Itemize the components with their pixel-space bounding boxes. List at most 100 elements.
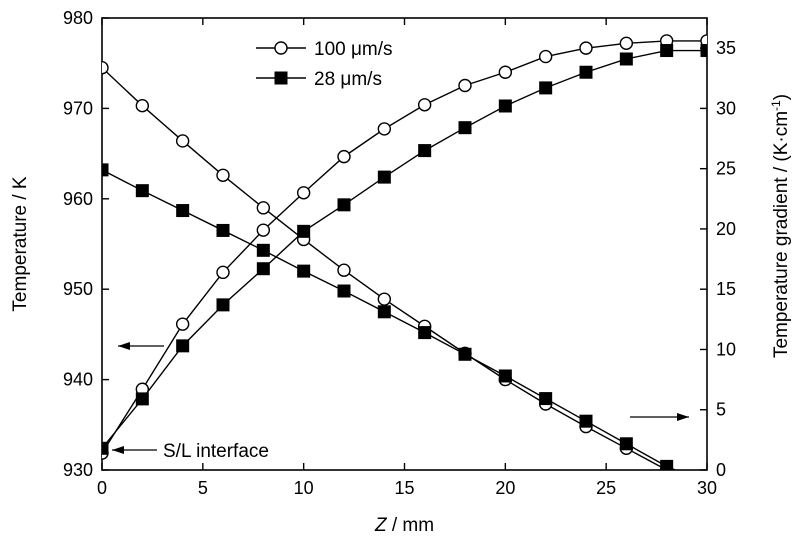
- series-28-temperature-point: [579, 414, 593, 428]
- series-28-temperature-point: [176, 204, 190, 218]
- series-100-gradient-point: [377, 122, 392, 136]
- series-28-gradient-point: [377, 170, 391, 184]
- series-28-gradient-point: [539, 81, 553, 95]
- y-left-tick-label: 940: [63, 370, 93, 390]
- series-100-temperature-point: [337, 263, 351, 277]
- legend-marker: [274, 41, 288, 55]
- y-left-tick-label: 960: [63, 189, 93, 209]
- axes-group: [101, 17, 708, 471]
- arrow-head: [118, 342, 130, 350]
- series-100-gradient-point: [619, 36, 634, 51]
- y-left-tick-label: 950: [63, 279, 93, 299]
- series-28-gradient-point: [216, 298, 230, 312]
- series-100-gradient-line: [102, 40, 707, 454]
- series-28-temperature-line: [102, 169, 677, 470]
- series-100-temperature-point: [175, 134, 190, 148]
- series-100-temperature-point: [377, 292, 392, 306]
- legend-marker: [274, 71, 288, 85]
- sl-arrow-head: [112, 446, 124, 454]
- x-tick-label: 25: [596, 478, 616, 498]
- series-28-temperature-point: [498, 369, 512, 383]
- series-28-temperature-point: [660, 459, 674, 470]
- series-28-temperature-point: [135, 184, 149, 198]
- series-28-gradient-point: [579, 65, 593, 79]
- y-right-title: Temperature gradient / (K·cm-1): [769, 94, 792, 358]
- arrow-head: [677, 413, 689, 421]
- y-left-title: Temperature / K: [10, 176, 31, 311]
- y-right-title-sup: -1: [769, 100, 783, 111]
- series-28-gradient-point: [135, 392, 149, 406]
- arrow-left-axis: [118, 342, 164, 350]
- axis-titles-group: Z / mm Temperature / K Temperature gradien…: [10, 94, 792, 536]
- y-left-tick-label: 980: [63, 8, 93, 28]
- series-100-temperature-point: [216, 168, 230, 182]
- legend-label: 100 μm/s: [314, 39, 393, 60]
- series-100-gradient-point: [458, 78, 472, 93]
- y-right-tick-label: 10: [716, 339, 736, 359]
- series-100-gradient-point: [216, 265, 230, 280]
- y-right-tick-label: 35: [716, 38, 736, 58]
- x-axis-title: Z / mm: [374, 515, 434, 536]
- series-28-temperature-point: [297, 264, 311, 278]
- series-28-gradient-point: [418, 144, 432, 158]
- series-100-gradient-point: [296, 186, 311, 200]
- y-left-tick-label: 970: [63, 98, 93, 118]
- series-28-temperature-point: [458, 347, 472, 361]
- x-tick-label: 10: [294, 478, 314, 498]
- y-right-tick-label: 0: [716, 460, 726, 480]
- series-100-gradient-point: [256, 223, 271, 237]
- series-28-gradient-point: [297, 224, 311, 238]
- series-100-gradient-point: [700, 34, 707, 48]
- y-right-tick-label: 25: [716, 159, 736, 179]
- legend-label: 28 μm/s: [314, 69, 382, 90]
- x-tick-label: 0: [97, 478, 107, 498]
- ticks-group: 0 5 10 15 20 25 30 930 940 950 960 970 980 0 5 10 15 20 25…: [63, 8, 736, 498]
- series-28-temperature-point: [539, 392, 553, 406]
- series-28-temperature-point: [337, 284, 351, 298]
- series-100-gradient-point: [175, 317, 190, 331]
- series-100-temperature-point: [102, 61, 109, 75]
- series-28-gradient-point: [102, 441, 109, 455]
- legend-item-100: 100 μm/s: [256, 39, 393, 60]
- y-right-tick-label: 5: [716, 400, 726, 420]
- series-28-gradient-line: [102, 49, 707, 449]
- sl-interface-annotation: S/L interface: [112, 441, 269, 462]
- x-tick-label: 20: [495, 478, 515, 498]
- y-left-tick-label: 930: [63, 460, 93, 480]
- arrow-right-axis: [630, 413, 689, 421]
- y-right-title-main: Temperature gradient / (K·cm: [771, 111, 792, 358]
- series-28-gradient-point: [619, 52, 633, 66]
- series-100-temperature-point: [135, 98, 150, 113]
- sl-interface-label: S/L interface: [163, 441, 269, 462]
- x-axis-title-italic: Z: [374, 515, 388, 536]
- series-28-gradient-point: [660, 44, 674, 58]
- series-28-gradient-point: [700, 44, 707, 58]
- series-28-temperature-point: [377, 305, 391, 319]
- series-28-gradient-point: [458, 121, 472, 135]
- x-tick-label: 5: [198, 478, 208, 498]
- series-100-group: [102, 34, 707, 470]
- series-group: [102, 34, 707, 470]
- series-100-gradient-point: [417, 98, 432, 112]
- series-100-temperature-point: [256, 201, 271, 215]
- series-28-temperature-point: [256, 243, 270, 257]
- series-100-gradient-point: [579, 41, 593, 55]
- series-28-temperature-point: [619, 437, 633, 451]
- series-28-gradient-point: [176, 339, 190, 353]
- x-axis-title-rest: / mm: [387, 515, 435, 536]
- series-28-temperature-point: [418, 326, 432, 340]
- series-28-gradient-point: [337, 198, 351, 212]
- x-tick-label: 15: [394, 478, 414, 498]
- y-right-tick-label: 30: [716, 98, 736, 118]
- series-100-gradient-point: [337, 149, 351, 164]
- y-right-title-close: ): [771, 94, 792, 100]
- series-100-temperature-line: [102, 67, 669, 470]
- y-right-tick-label: 15: [716, 279, 736, 299]
- series-28-gradient-point: [256, 262, 270, 276]
- series-100-gradient-point: [498, 65, 513, 79]
- series-28-temperature-point: [216, 223, 230, 237]
- legend: 100 μm/s 28 μm/s: [256, 39, 393, 90]
- annotations-group: S/L interface: [112, 342, 689, 462]
